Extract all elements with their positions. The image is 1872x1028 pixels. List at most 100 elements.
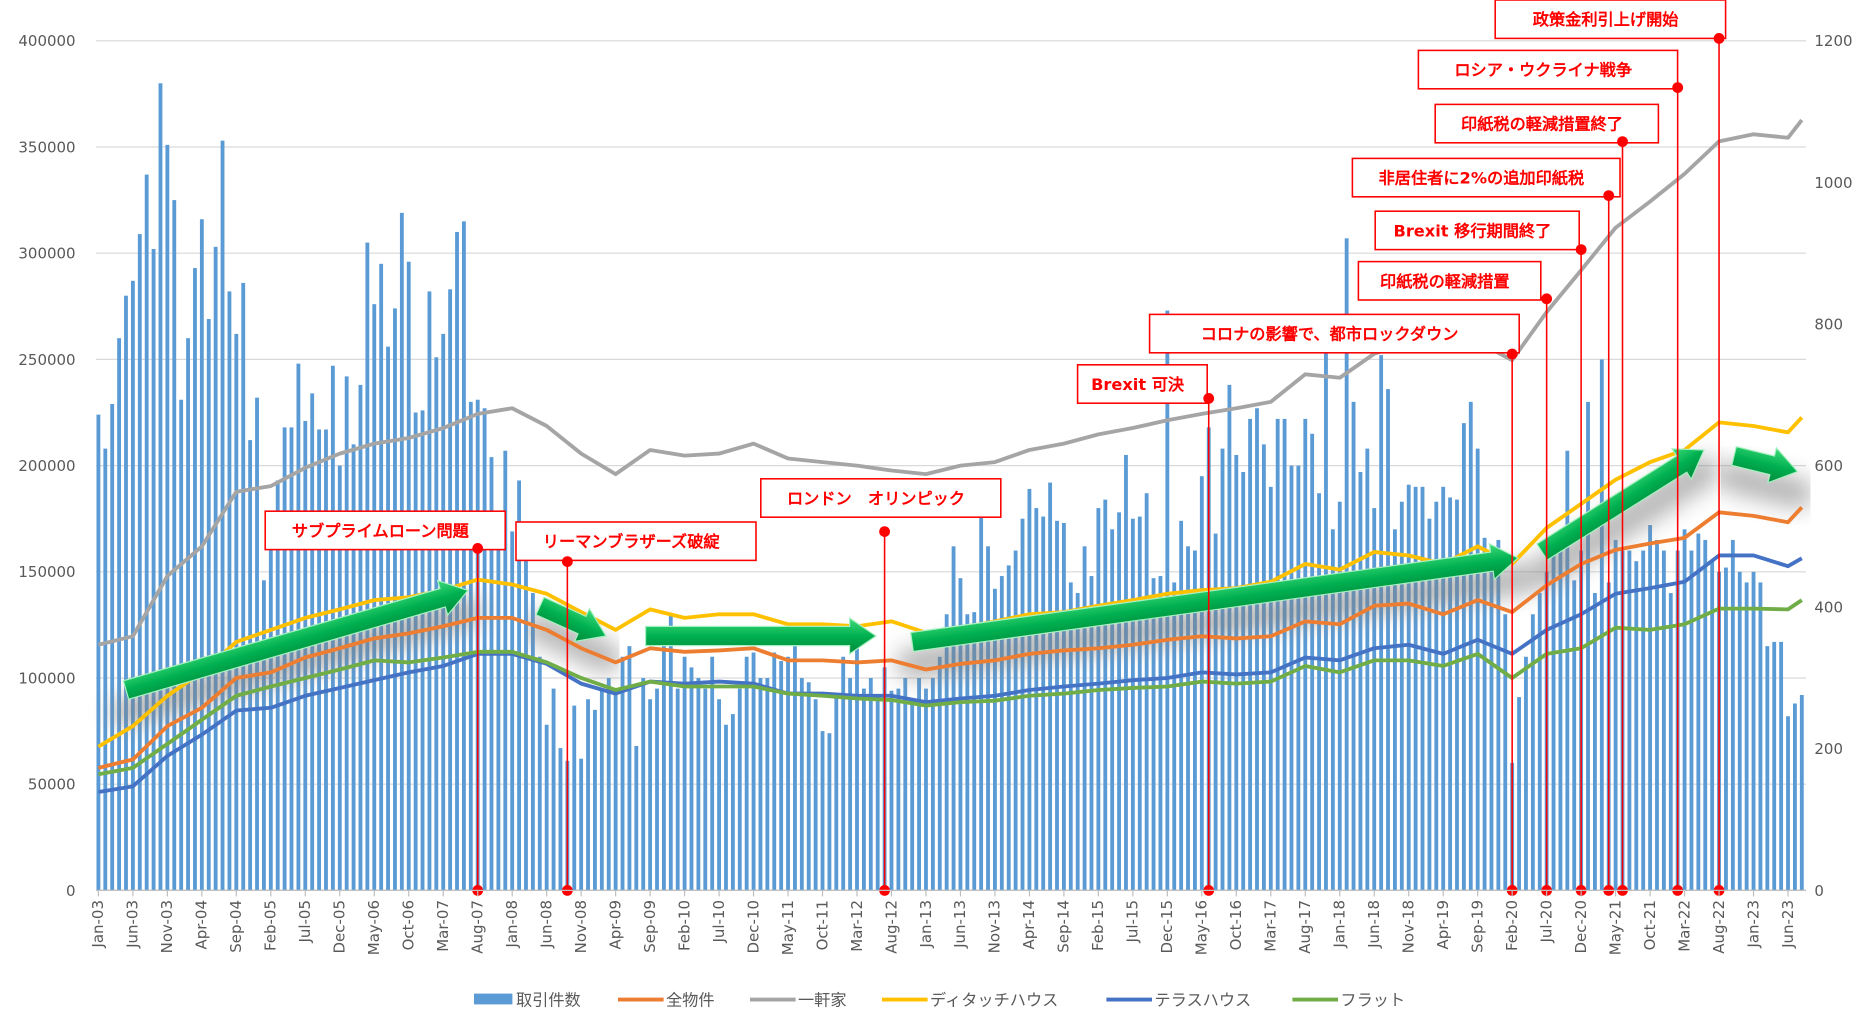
annotation-box — [264, 510, 506, 551]
transaction-bar — [1530, 614, 1535, 891]
annotation-dot-top — [1603, 190, 1615, 201]
legend-label: テラスハウス — [1154, 991, 1251, 1010]
transaction-bar — [641, 677, 646, 891]
y-left-tick-label: 300000 — [18, 245, 75, 263]
x-tick-label: Aug-12 — [882, 900, 900, 954]
transaction-bar — [1689, 550, 1694, 891]
legend-item-4: テラスハウス — [1106, 991, 1251, 1010]
transaction-bar — [1075, 593, 1080, 891]
transaction-bar — [937, 656, 942, 891]
legend-item-3: ディタッチハウス — [882, 991, 1058, 1010]
transaction-bar — [813, 699, 818, 891]
y-left-tick-label: 250000 — [18, 351, 75, 369]
transaction-bar — [627, 646, 632, 891]
transaction-bar — [1503, 614, 1508, 891]
transaction-bar — [1330, 529, 1335, 891]
x-tick-label: Jun-08 — [537, 900, 555, 949]
transaction-bar — [1137, 516, 1142, 891]
transaction-bar — [1351, 401, 1356, 891]
y-left-tick-label: 350000 — [18, 138, 75, 156]
annotation-dot-top — [1713, 32, 1725, 44]
transaction-bar — [193, 268, 197, 891]
transaction-bar — [1413, 486, 1418, 891]
legend: 取引件数 全物件 一軒家 ディタッチハウス テラスハウス フラット — [474, 991, 1405, 1010]
transaction-bar — [793, 646, 797, 891]
trend-arrow — [122, 579, 470, 700]
transaction-bar — [999, 576, 1004, 891]
transaction-bar — [117, 338, 122, 891]
transaction-bar — [751, 652, 756, 891]
transaction-bar — [158, 83, 163, 891]
x-tick-label: Jun-18 — [1365, 900, 1383, 949]
transaction-bar — [861, 688, 866, 891]
x-tick-label: Jun-23 — [1779, 900, 1797, 949]
transaction-bar — [944, 614, 949, 891]
transaction-bar — [1179, 520, 1184, 891]
x-tick-label: Mar-22 — [1675, 900, 1693, 952]
transaction-bar — [1772, 641, 1777, 891]
transaction-bar — [799, 677, 804, 891]
transaction-bar — [1496, 539, 1501, 891]
transaction-bar — [1055, 520, 1059, 891]
transaction-bar — [972, 612, 977, 891]
annotation-label: ロシア・ウクライナ戦争 — [1454, 61, 1632, 80]
transaction-bar — [1186, 546, 1190, 891]
transaction-bar — [986, 546, 990, 891]
transaction-bar — [1427, 518, 1432, 891]
transaction-bar — [1489, 550, 1494, 891]
transaction-bar — [744, 656, 749, 891]
x-tick-label: Apr-09 — [606, 900, 624, 949]
transaction-bar — [1041, 516, 1046, 891]
transaction-bar — [165, 144, 170, 891]
transaction-bar — [455, 231, 459, 891]
transaction-bar — [124, 295, 128, 891]
transaction-bar — [599, 688, 604, 891]
transaction-bar — [965, 614, 970, 891]
legend-item-5: フラット — [1292, 991, 1405, 1010]
transaction-bar — [593, 709, 597, 891]
transaction-bar — [1765, 646, 1770, 891]
y-right-tick-label: 200 — [1814, 740, 1843, 758]
transaction-bar — [1655, 539, 1659, 891]
annotation-dot-top — [561, 556, 573, 567]
transaction-bar — [1724, 567, 1728, 891]
annotation-10: 政策金利引上げ開始 — [1494, 0, 1727, 896]
transaction-bar — [758, 677, 763, 891]
transaction-bar — [503, 450, 508, 891]
transaction-bar — [199, 219, 204, 891]
transaction-bar — [1393, 529, 1397, 891]
transaction-bar — [841, 656, 846, 891]
annotation-dot-top — [1617, 136, 1628, 147]
x-tick-label: Jun-13 — [951, 900, 969, 949]
transaction-bar — [427, 291, 432, 891]
transaction-bar — [1082, 546, 1087, 891]
y-right-tick-label: 1200 — [1814, 32, 1852, 50]
transaction-bar — [848, 677, 853, 891]
transaction-bar — [103, 448, 108, 891]
transaction-bar — [1668, 593, 1673, 891]
x-tick-label: Nov-08 — [572, 900, 590, 953]
annotation-box — [1494, 0, 1727, 40]
transaction-bar — [661, 635, 666, 891]
transaction-bar — [144, 174, 149, 891]
annotation-label: 政策金利引上げ開始 — [1533, 10, 1679, 29]
annotation-label: Brexit 可決 — [1091, 375, 1185, 394]
transaction-bar — [1386, 389, 1390, 891]
transaction-bar — [1372, 508, 1377, 891]
x-tick-label: Feb-10 — [675, 900, 693, 951]
transaction-bar — [1648, 525, 1653, 891]
legend-swatch — [474, 993, 513, 1005]
transaction-bar — [696, 677, 701, 891]
annotation-label: コロナの影響で、都市ロックダウン — [1201, 325, 1459, 344]
transaction-bar — [1599, 359, 1604, 891]
transaction-bar — [1744, 582, 1749, 891]
transaction-bar — [820, 731, 825, 891]
transaction-bar — [924, 688, 928, 891]
transaction-bar — [1696, 533, 1701, 891]
transaction-bar — [1289, 465, 1294, 891]
y-right-tick-label: 0 — [1814, 882, 1824, 900]
transaction-bar — [889, 690, 894, 891]
x-tick-label: Aug-22 — [1710, 900, 1728, 954]
transaction-bar — [1020, 518, 1025, 891]
transaction-bar — [96, 414, 101, 891]
